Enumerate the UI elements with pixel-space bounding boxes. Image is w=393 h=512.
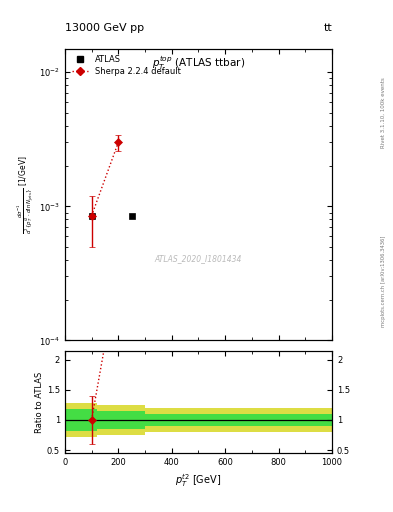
X-axis label: $p_T^{t2}$ [GeV]: $p_T^{t2}$ [GeV]: [175, 473, 222, 489]
Y-axis label: $\frac{d\sigma^{-1}}{d^2\{p_T^{t2}\cdot d\ln N_{jets}\}}$ [1/GeV]: $\frac{d\sigma^{-1}}{d^2\{p_T^{t2}\cdot …: [16, 155, 36, 234]
Text: 13000 GeV pp: 13000 GeV pp: [65, 23, 144, 33]
Text: $p_T^{top}$ (ATLAS ttbar): $p_T^{top}$ (ATLAS ttbar): [152, 54, 245, 72]
Legend: ATLAS, Sherpa 2.2.4 default: ATLAS, Sherpa 2.2.4 default: [69, 53, 183, 78]
Text: mcplots.cern.ch [arXiv:1306.3436]: mcplots.cern.ch [arXiv:1306.3436]: [381, 236, 386, 327]
Y-axis label: Ratio to ATLAS: Ratio to ATLAS: [35, 371, 44, 433]
Text: Rivet 3.1.10, 100k events: Rivet 3.1.10, 100k events: [381, 77, 386, 148]
Text: tt: tt: [323, 23, 332, 33]
Text: ATLAS_2020_I1801434: ATLAS_2020_I1801434: [155, 254, 242, 263]
